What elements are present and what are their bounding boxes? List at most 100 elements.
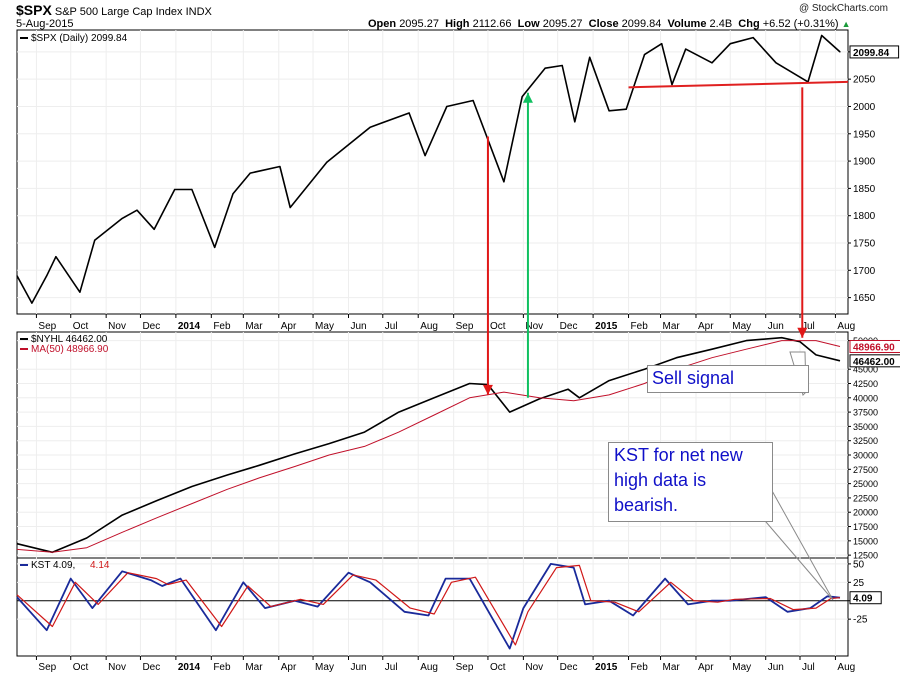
y-tick-label: 32500 (853, 436, 878, 446)
month-tick-label: Sep (456, 662, 474, 673)
spx-data-point (729, 43, 731, 45)
month-tick-label: Nov (525, 662, 543, 673)
month-tick-label: Oct (73, 662, 89, 673)
y-tick-label: 17500 (853, 522, 878, 532)
month-tick-label: Dec (142, 662, 160, 673)
kst-note-line: high data is (614, 470, 707, 490)
spx-last-value: 2099.84 (853, 48, 890, 59)
y-tick-label: 2050 (853, 75, 876, 86)
nyhl-line (16, 336, 841, 554)
low-value: 2095.27 (542, 18, 583, 30)
nyhl-last-value: 46462.00 (853, 357, 895, 368)
month-tick-label: Feb (631, 321, 649, 332)
spx-data-point (214, 246, 216, 248)
spx-data-point (424, 155, 426, 157)
close-value: 2099.84 (621, 18, 662, 30)
spx-data-point (249, 172, 251, 174)
spx-data-point (574, 121, 576, 123)
month-tick-label: Dec (560, 321, 578, 332)
nyhl-ma50-line (16, 340, 841, 553)
month-tick-label: May (315, 321, 334, 332)
close-label: Close (588, 18, 619, 30)
spx-data-point (446, 105, 448, 108)
kst-note-line: bearish. (614, 495, 679, 515)
spx-data-point (408, 112, 410, 114)
y-tick-label: 22500 (853, 493, 878, 503)
month-tick-label: Jul (802, 321, 815, 332)
ma-last-value-box (849, 339, 900, 353)
ohlc-readout: Open 2095.27 High 2112.66 Low 2095.27 Cl… (368, 18, 851, 30)
y-tick-label: 50 (853, 559, 865, 570)
month-tick-label: Sep (456, 321, 474, 332)
spx-data-point (521, 96, 523, 98)
kst-last-value-box (849, 591, 882, 605)
y-tick-label: 37500 (853, 408, 878, 418)
spx-data-point (289, 206, 291, 209)
month-tick-label: 2014 (178, 321, 201, 332)
spx-data-point (153, 228, 155, 230)
kst-note-callout: KST for net new high data is bearish. (608, 442, 773, 522)
month-tick-label: Aug (837, 662, 855, 673)
y-tick-label: 45000 (853, 365, 878, 375)
y-tick-label: 40000 (853, 393, 878, 403)
kst-last-value: 4.09 (853, 594, 873, 605)
chg-value: +6.52 (+0.31%) (762, 18, 839, 30)
kst-legend: KST 4.09, (31, 560, 75, 571)
spx-data-point (821, 34, 823, 37)
high-label: High (445, 18, 470, 30)
month-tick-label: Mar (663, 662, 681, 673)
month-tick-label: Feb (213, 321, 231, 332)
volume-label: Volume (667, 18, 707, 30)
spx-data-point (589, 56, 591, 58)
y-tick-label: 2000 (853, 102, 876, 113)
watermark: @ StockCharts.com (798, 3, 888, 14)
spx-data-point (561, 64, 563, 67)
spx-data-point (232, 193, 234, 195)
y-tick-label: 27500 (853, 465, 878, 475)
spx-data-point (472, 99, 474, 102)
month-tick-label: Apr (698, 321, 714, 332)
kst-note-pointer (759, 479, 834, 601)
month-tick-label: Feb (213, 662, 231, 673)
signal-arrowhead (522, 92, 533, 103)
chg-label: Chg (738, 18, 760, 30)
spx-data-point (55, 256, 57, 258)
support-line (628, 80, 849, 89)
spx-data-point (685, 48, 687, 50)
month-tick-label: Jun (350, 321, 366, 332)
spx-data-point (775, 62, 777, 64)
month-tick-label: Feb (631, 662, 649, 673)
month-tick-label: Jul (802, 662, 815, 673)
spx-data-point (136, 209, 138, 211)
month-tick-label: Oct (73, 321, 89, 332)
spx-data-point (94, 239, 96, 241)
symbol: $SPX (16, 2, 52, 18)
y-tick-label: 1700 (853, 266, 876, 277)
spx-data-point (608, 110, 610, 112)
ma-legend: MA(50) 48966.90 (31, 344, 109, 355)
spx-last-value-box (849, 45, 900, 59)
month-tick-label: Mar (245, 321, 263, 332)
y-tick-label: 42500 (853, 379, 878, 389)
y-tick-label: -25 (853, 615, 868, 626)
sell-signal-callout: Sell signal (647, 365, 809, 393)
month-tick-label: Aug (420, 321, 438, 332)
spx-data-point (16, 275, 18, 277)
chart-date: 5-Aug-2015 (16, 18, 74, 30)
month-tick-label: Nov (108, 662, 126, 673)
price-panel (16, 29, 849, 315)
y-tick-label: 12500 (853, 551, 878, 561)
y-tick-label: 1750 (853, 239, 876, 250)
month-tick-label: Apr (698, 662, 714, 673)
month-tick-label: Jun (768, 662, 784, 673)
signal-arrowhead (482, 384, 493, 395)
ma-last-value: 48966.90 (853, 342, 895, 353)
y-tick-label: 35000 (853, 422, 878, 432)
y-tick-label: 1650 (853, 293, 876, 304)
month-tick-label: Jul (385, 321, 398, 332)
month-tick-label: Apr (281, 662, 297, 673)
month-tick-label: 2015 (595, 321, 618, 332)
month-tick-label: May (732, 662, 751, 673)
month-tick-label: Aug (420, 662, 438, 673)
chart-header: $SPX S&P 500 Large Cap Index INDX (16, 2, 212, 18)
